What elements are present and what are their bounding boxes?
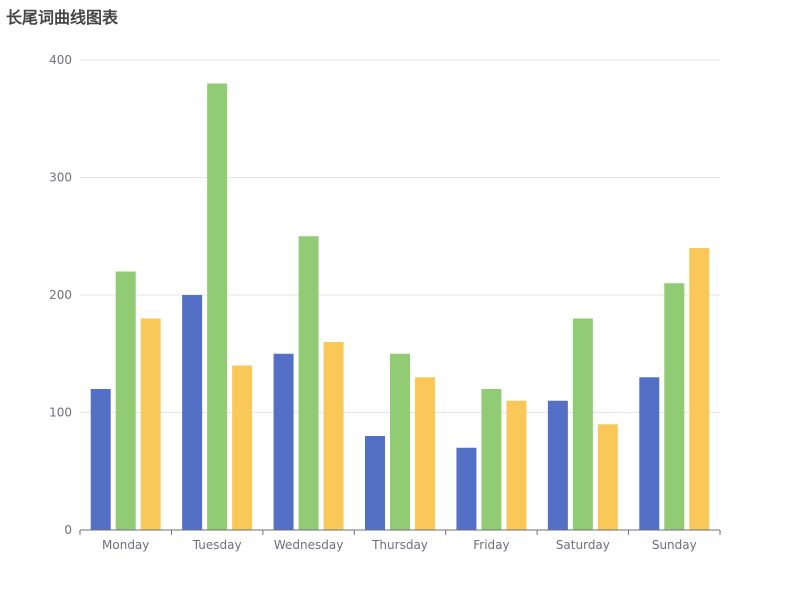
bar-series3-sunday[interactable] (689, 248, 710, 530)
x-tick-label: Tuesday (192, 538, 242, 552)
bars (90, 83, 710, 531)
y-tick-label: 0 (64, 523, 72, 537)
y-tick-label: 400 (49, 53, 72, 67)
bar-series3-wednesday[interactable] (323, 342, 344, 530)
bar-series1-monday[interactable] (90, 389, 111, 530)
bar-series2-tuesday[interactable] (207, 83, 228, 531)
bar-series1-thursday[interactable] (365, 436, 385, 530)
x-tick-label: Monday (102, 538, 149, 552)
y-tick-label: 200 (49, 288, 72, 302)
bar-series1-sunday[interactable] (639, 377, 660, 530)
bar-series3-friday[interactable] (506, 400, 527, 530)
bar-series3-monday[interactable] (140, 318, 161, 531)
bar-series1-wednesday[interactable] (273, 353, 294, 530)
y-tick-label: 300 (49, 171, 72, 185)
y-tick-label: 100 (49, 406, 72, 420)
bar-series2-saturday[interactable] (572, 318, 593, 531)
x-tick-label: Wednesday (274, 538, 343, 552)
bar-series3-thursday[interactable] (415, 377, 435, 530)
bar-series2-thursday[interactable] (390, 353, 410, 530)
bar-series1-saturday[interactable] (547, 400, 568, 530)
bar-series1-friday[interactable] (456, 447, 477, 530)
chart-title: 长尾词曲线图表 (6, 8, 119, 27)
x-tick-label: Sunday (652, 538, 697, 552)
x-tick-label: Thursday (371, 538, 428, 552)
bar-series2-monday[interactable] (115, 271, 136, 531)
axes (79, 529, 721, 535)
bar-series1-tuesday[interactable] (182, 295, 203, 530)
x-tick-label: Saturday (556, 538, 610, 552)
bar-series2-friday[interactable] (481, 389, 502, 530)
tick-labels: 0 100 200 300 400 Monday Tuesday Wednesday Thurs… (49, 53, 697, 552)
bar-series3-tuesday[interactable] (232, 365, 253, 531)
bar-series2-sunday[interactable] (664, 283, 685, 530)
x-tick-label: Friday (473, 538, 509, 552)
bar-series2-wednesday[interactable] (298, 236, 319, 530)
bar-series3-saturday[interactable] (597, 424, 618, 530)
